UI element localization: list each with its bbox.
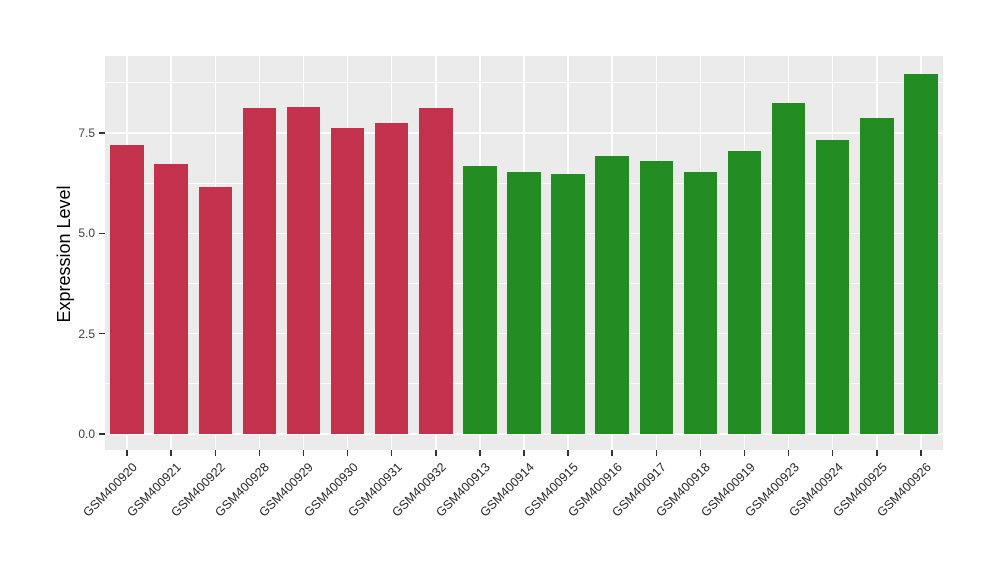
x-axis-tick-mark xyxy=(876,450,878,456)
y-axis-tick-mark xyxy=(99,232,105,235)
x-tick-label: GSM400923 xyxy=(741,460,802,520)
bar xyxy=(110,145,144,434)
y-tick-label: 2.5 xyxy=(78,326,95,341)
bar xyxy=(374,122,409,434)
x-tick-label: GSM400918 xyxy=(653,460,714,520)
y-axis-tick-mark xyxy=(99,433,105,435)
bar xyxy=(815,139,850,434)
x-tick-label: GSM400916 xyxy=(565,460,626,520)
x-tick-label: GSM400922 xyxy=(168,460,229,520)
x-axis-tick-mark xyxy=(743,450,746,456)
bar xyxy=(198,187,233,434)
bar xyxy=(639,160,674,434)
x-axis-tick-mark xyxy=(126,450,128,456)
x-tick-label: GSM400921 xyxy=(124,460,185,520)
x-tick-label: GSM400913 xyxy=(433,460,493,520)
gridline-horizontal-minor xyxy=(105,82,943,84)
x-axis-tick-mark xyxy=(567,450,569,456)
x-tick-label: GSM400917 xyxy=(609,460,670,520)
x-axis-tick-mark xyxy=(214,450,216,456)
x-axis-tick-mark xyxy=(390,450,393,456)
x-axis-tick-mark xyxy=(479,450,481,456)
bar xyxy=(154,163,188,434)
x-tick-label: GSM400929 xyxy=(256,460,317,520)
x-tick-label: GSM400931 xyxy=(345,460,405,520)
y-axis-tick-mark xyxy=(99,132,105,134)
y-axis-tick-mark xyxy=(99,332,105,335)
bar xyxy=(727,151,762,434)
bar xyxy=(904,74,938,434)
y-axis-title: Expression Level xyxy=(54,185,74,323)
bar xyxy=(419,108,453,434)
x-axis-tick-mark xyxy=(302,450,305,456)
x-axis-tick-mark xyxy=(655,450,658,456)
x-tick-label: GSM400914 xyxy=(477,460,537,520)
x-axis-tick-mark xyxy=(787,450,790,456)
x-tick-label: GSM400924 xyxy=(786,460,846,520)
x-axis-tick-mark xyxy=(611,450,613,456)
x-axis-tick-mark xyxy=(346,450,349,456)
x-tick-label: GSM400915 xyxy=(521,460,581,520)
bar xyxy=(242,107,277,434)
x-tick-label: GSM400919 xyxy=(697,460,758,520)
bar xyxy=(683,171,718,434)
y-tick-label: 0.0 xyxy=(78,426,95,441)
x-axis-tick-mark xyxy=(831,450,834,456)
gridline-horizontal-major xyxy=(105,433,943,435)
bar xyxy=(771,103,806,434)
bar xyxy=(595,155,629,434)
x-tick-label: GSM400926 xyxy=(874,460,934,520)
bar xyxy=(860,118,894,434)
x-axis-tick-mark xyxy=(170,450,172,456)
x-tick-label: GSM400930 xyxy=(300,460,361,520)
y-tick-label: 5.0 xyxy=(78,226,95,241)
x-axis-tick-mark xyxy=(435,450,437,456)
y-tick-label: 7.5 xyxy=(78,126,95,141)
x-axis-tick-mark xyxy=(258,450,261,456)
bar xyxy=(507,172,541,434)
bar xyxy=(463,165,497,434)
bar xyxy=(330,128,365,434)
x-tick-label: GSM400925 xyxy=(830,460,890,520)
x-axis-tick-mark xyxy=(699,450,702,456)
x-axis-tick-mark xyxy=(920,450,922,456)
x-tick-label: GSM400920 xyxy=(80,460,140,520)
x-tick-label: GSM400932 xyxy=(389,460,449,520)
bar xyxy=(551,173,585,434)
gridline-horizontal-major xyxy=(105,132,943,134)
bar xyxy=(286,106,321,434)
x-axis-tick-mark xyxy=(523,450,525,456)
x-tick-label: GSM400928 xyxy=(212,460,273,520)
